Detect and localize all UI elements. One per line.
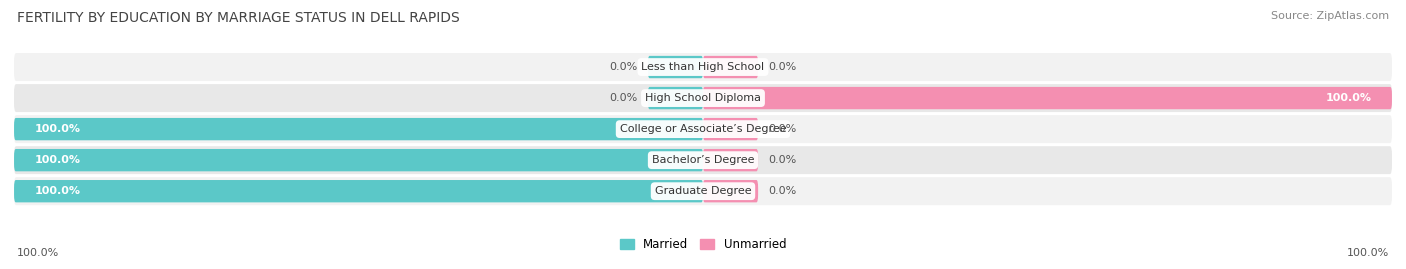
Text: 100.0%: 100.0% xyxy=(35,186,80,196)
Text: 0.0%: 0.0% xyxy=(769,124,797,134)
Text: Less than High School: Less than High School xyxy=(641,62,765,72)
Text: 0.0%: 0.0% xyxy=(769,186,797,196)
FancyBboxPatch shape xyxy=(703,118,758,140)
FancyBboxPatch shape xyxy=(703,87,1392,109)
Text: College or Associate’s Degree: College or Associate’s Degree xyxy=(620,124,786,134)
Text: 0.0%: 0.0% xyxy=(609,62,637,72)
FancyBboxPatch shape xyxy=(14,149,703,171)
Text: 100.0%: 100.0% xyxy=(1326,93,1371,103)
Text: 100.0%: 100.0% xyxy=(1347,248,1389,258)
Text: High School Diploma: High School Diploma xyxy=(645,93,761,103)
FancyBboxPatch shape xyxy=(648,56,703,78)
FancyBboxPatch shape xyxy=(14,84,1392,112)
FancyBboxPatch shape xyxy=(14,146,1392,174)
Text: 0.0%: 0.0% xyxy=(769,155,797,165)
Text: Graduate Degree: Graduate Degree xyxy=(655,186,751,196)
FancyBboxPatch shape xyxy=(14,180,703,202)
Text: 100.0%: 100.0% xyxy=(35,124,80,134)
Text: Bachelor’s Degree: Bachelor’s Degree xyxy=(652,155,754,165)
Text: 100.0%: 100.0% xyxy=(17,248,59,258)
Text: 0.0%: 0.0% xyxy=(609,93,637,103)
Legend: Married, Unmarried: Married, Unmarried xyxy=(614,233,792,256)
Text: 0.0%: 0.0% xyxy=(769,62,797,72)
Text: Source: ZipAtlas.com: Source: ZipAtlas.com xyxy=(1271,11,1389,21)
FancyBboxPatch shape xyxy=(14,177,1392,205)
FancyBboxPatch shape xyxy=(14,118,703,140)
FancyBboxPatch shape xyxy=(703,149,758,171)
FancyBboxPatch shape xyxy=(703,180,758,202)
FancyBboxPatch shape xyxy=(648,87,703,109)
FancyBboxPatch shape xyxy=(703,56,758,78)
FancyBboxPatch shape xyxy=(14,115,1392,143)
Text: 100.0%: 100.0% xyxy=(35,155,80,165)
Text: FERTILITY BY EDUCATION BY MARRIAGE STATUS IN DELL RAPIDS: FERTILITY BY EDUCATION BY MARRIAGE STATU… xyxy=(17,11,460,25)
FancyBboxPatch shape xyxy=(14,53,1392,81)
